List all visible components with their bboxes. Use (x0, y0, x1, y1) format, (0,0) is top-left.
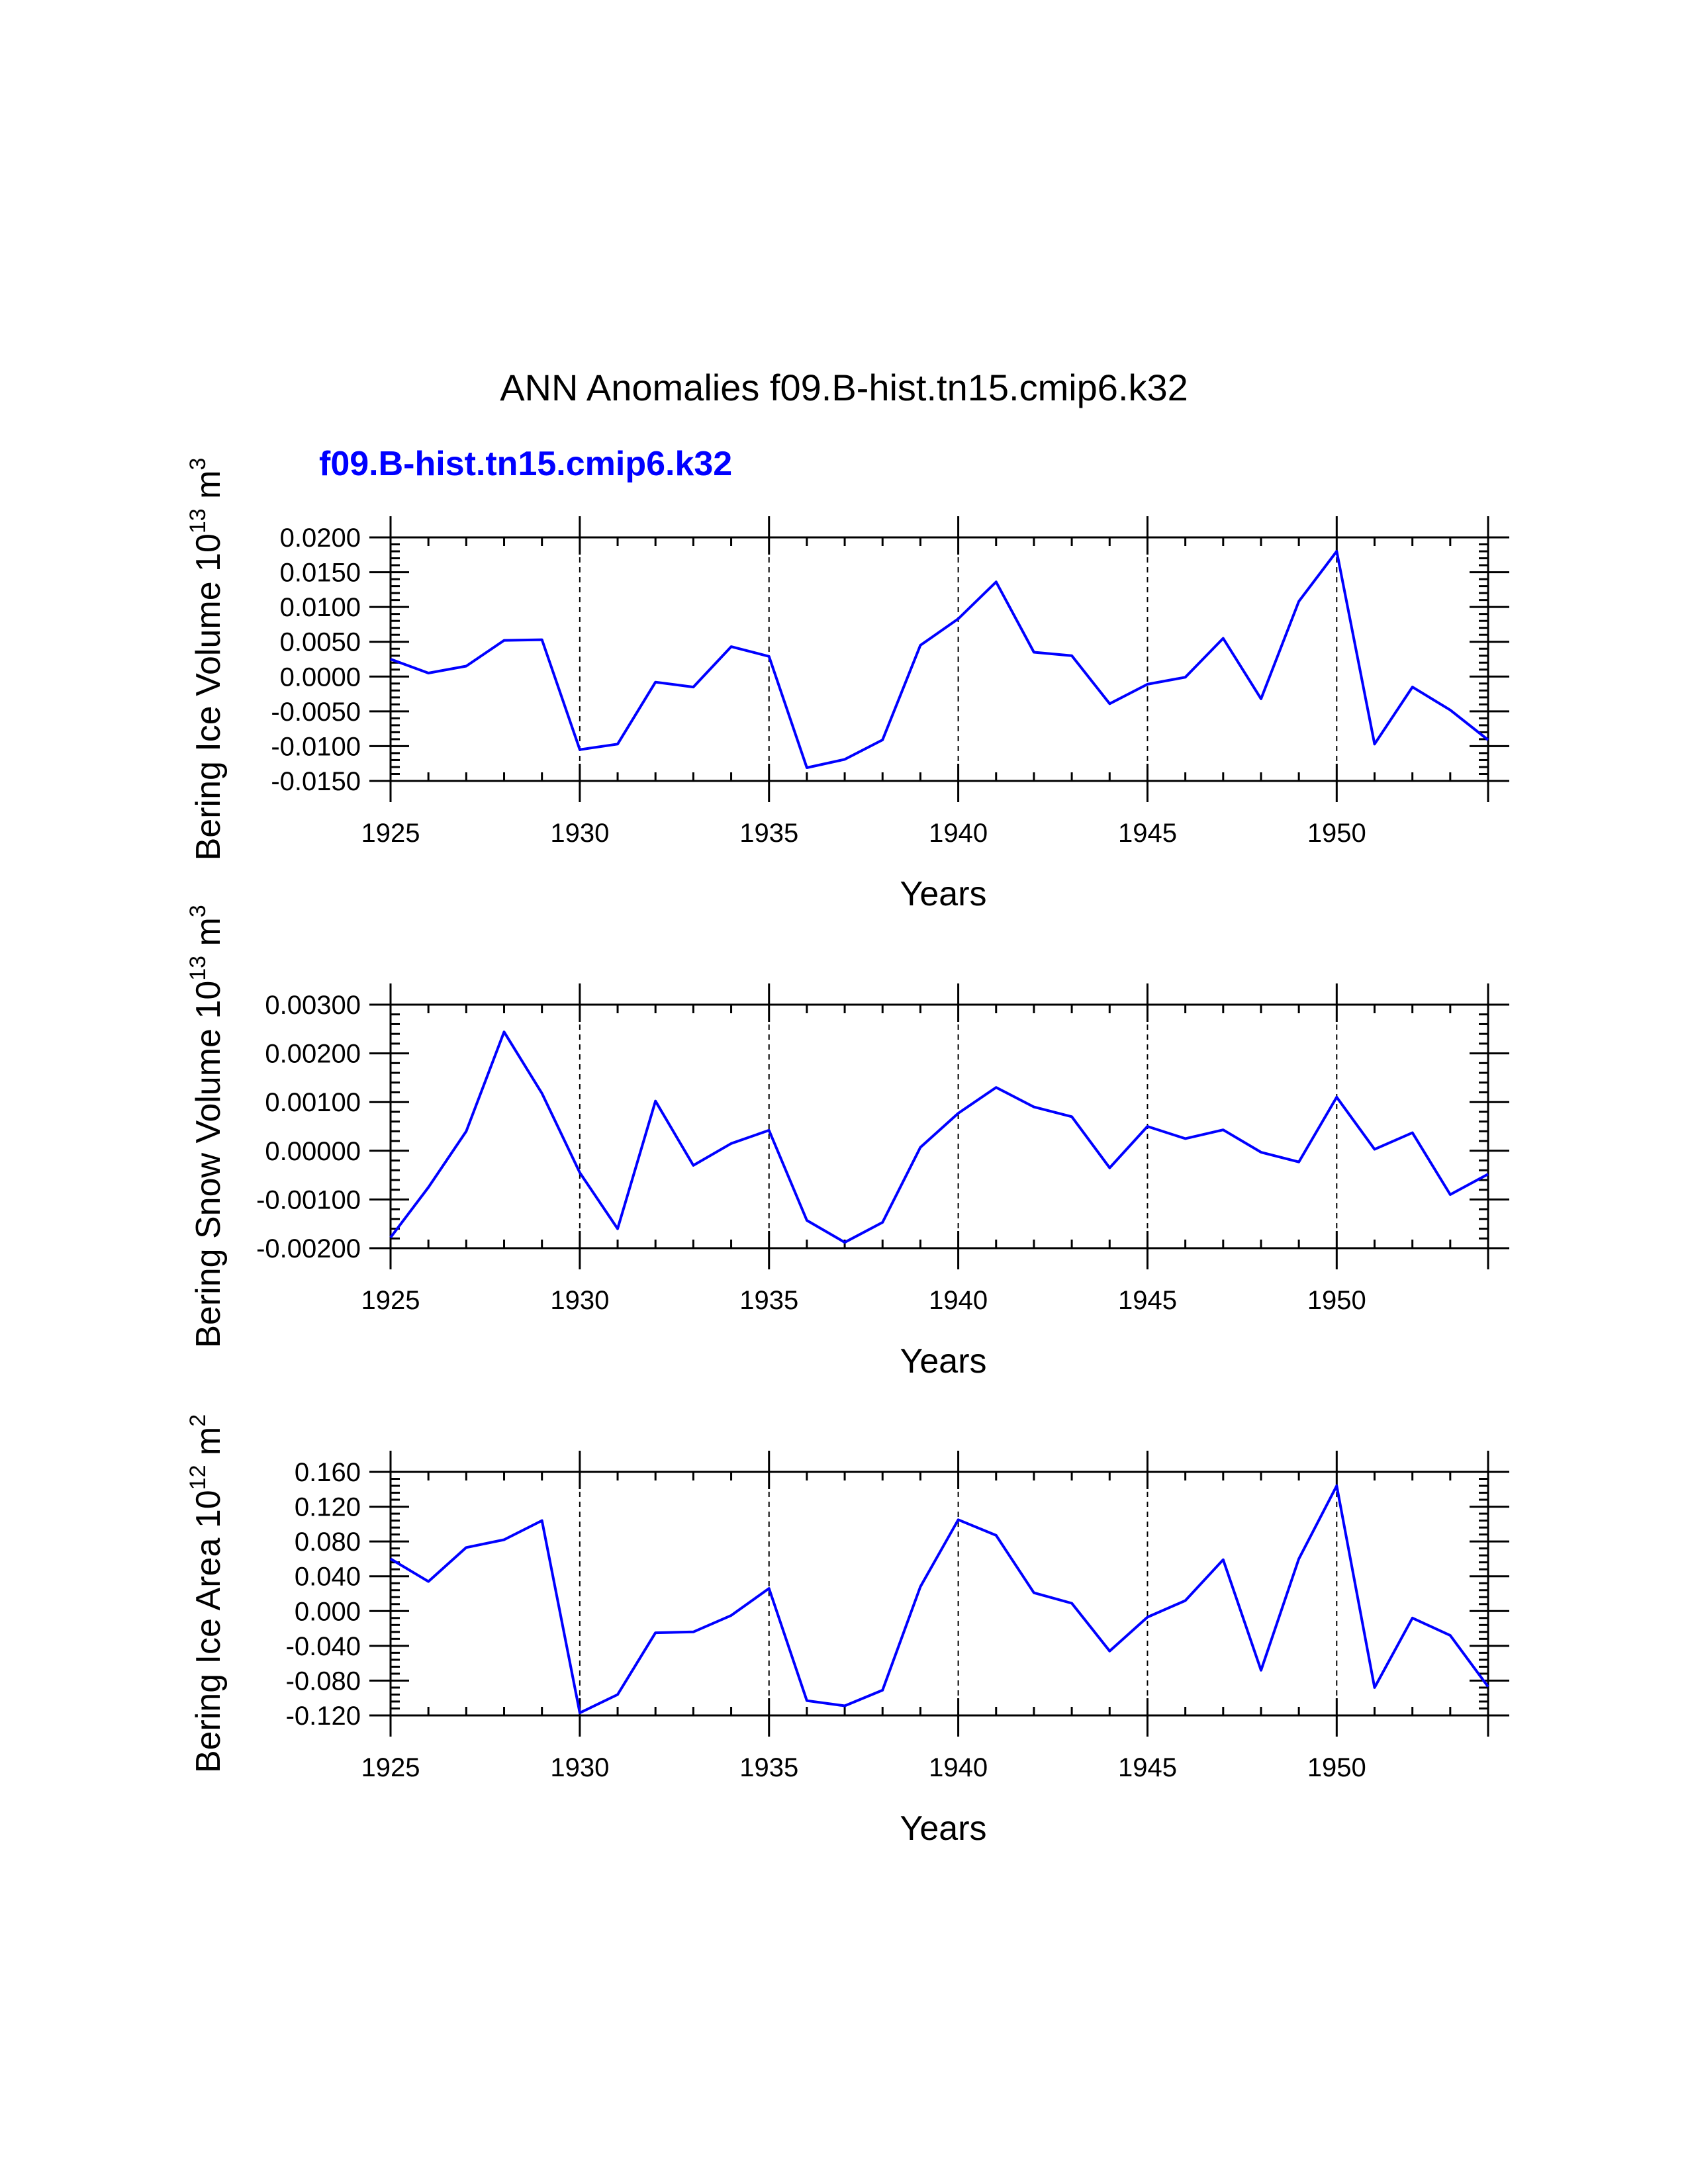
figure-title: ANN Anomalies f09.B-hist.tn15.cmip6.k32 (500, 367, 1188, 408)
y-axis-label-unit: m (189, 1427, 228, 1465)
series-label: f09.B-hist.tn15.cmip6.k32 (319, 445, 732, 483)
x-tick-label: 1930 (550, 819, 609, 848)
series-line (389, 1484, 1489, 1715)
x-tick-label: 1945 (1118, 1286, 1177, 1315)
y-tick-label: -0.0100 (271, 732, 361, 761)
y-axis-label-unit-exponent: 2 (185, 1414, 211, 1427)
series-line (389, 1030, 1489, 1244)
x-tick-label: 1945 (1118, 1753, 1177, 1782)
plot-frame (389, 1003, 1489, 1250)
y-tick-label: 0.00300 (265, 991, 361, 1020)
y-tick-label: -0.040 (286, 1632, 361, 1661)
y-axis-label-exponent: 13 (185, 508, 211, 533)
x-tick-label: 1930 (550, 1286, 609, 1315)
x-tick-label: 1950 (1307, 1753, 1366, 1782)
chart-panel-3: 1925 1930 1935 1940 1945 1950 0.160 0.120 0.080 0… (185, 1414, 1509, 1848)
y-tick-label: 0.080 (295, 1527, 361, 1557)
x-axis-label: Years (900, 875, 986, 913)
y-tick-label: 0.0200 (280, 523, 361, 553)
y-tick-label: -0.080 (286, 1666, 361, 1696)
x-tick-label: 1940 (929, 1286, 988, 1315)
y-tick-label: -0.0050 (271, 698, 361, 727)
y-tick-label: 0.120 (295, 1493, 361, 1522)
x-tick-label: 1935 (739, 819, 798, 848)
y-tick-label: 0.0150 (280, 559, 361, 588)
x-tick-label: 1945 (1118, 819, 1177, 848)
y-tick-label: 0.00100 (265, 1088, 361, 1117)
chart-panels: 1925 1930 1935 1940 1945 1950 0.0200 0.0150 0.01… (185, 458, 1509, 1848)
chart-panel-1: 1925 1930 1935 1940 1945 1950 0.0200 0.0150 0.01… (185, 458, 1509, 913)
x-tick-label: 1935 (739, 1286, 798, 1315)
y-tick-label: -0.0150 (271, 767, 361, 796)
plot-frame (389, 536, 1489, 782)
y-tick-label: -0.00100 (256, 1185, 361, 1214)
chart-panel-2: 1925 1930 1935 1940 1945 1950 0.00300 0.00200 0.… (185, 905, 1509, 1381)
series-line (390, 550, 1489, 769)
y-tick-label: -0.00200 (256, 1234, 361, 1263)
y-tick-label: 0.0100 (280, 593, 361, 622)
y-tick-label: 0.00200 (265, 1040, 361, 1069)
x-tick-label: 1940 (929, 1753, 988, 1782)
y-axis-label-unit: m (189, 917, 228, 956)
y-axis-label-unit-exponent: 3 (185, 905, 211, 917)
y-axis-label-unit: m (189, 471, 228, 509)
y-tick-label: 0.160 (295, 1458, 361, 1487)
x-tick-label: 1925 (361, 1286, 420, 1315)
y-tick-label: 0.0000 (280, 662, 361, 692)
y-tick-label: 0.0050 (280, 628, 361, 657)
x-tick-label: 1925 (361, 1753, 420, 1782)
x-tick-label: 1940 (929, 819, 988, 848)
y-axis-label-unit-exponent: 3 (185, 458, 211, 471)
x-tick-label: 1925 (361, 819, 420, 848)
y-axis-label-text: Bering Ice Area 10 (189, 1490, 228, 1773)
y-axis-label: Bering Ice Area 1012 m2 (185, 1414, 228, 1773)
y-axis-label-exponent: 13 (185, 956, 211, 981)
y-axis-label-exponent: 12 (185, 1465, 211, 1490)
y-axis-label-text: Bering Ice Volume 10 (189, 533, 228, 860)
y-tick-label: -0.120 (286, 1702, 361, 1731)
y-axis-label: Bering Ice Volume 1013 m3 (185, 458, 228, 861)
x-axis-label: Years (900, 1809, 986, 1848)
y-axis-label: Bering Snow Volume 1013 m3 (185, 905, 228, 1348)
x-tick-label: 1935 (739, 1753, 798, 1782)
y-tick-label: 0.000 (295, 1597, 361, 1626)
y-axis-label-text: Bering Snow Volume 10 (189, 981, 228, 1348)
x-axis-label: Years (900, 1342, 986, 1381)
y-tick-label: 0.00000 (265, 1137, 361, 1166)
x-tick-label: 1950 (1307, 1286, 1366, 1315)
y-tick-label: 0.040 (295, 1563, 361, 1592)
x-tick-label: 1930 (550, 1753, 609, 1782)
x-tick-label: 1950 (1307, 819, 1366, 848)
